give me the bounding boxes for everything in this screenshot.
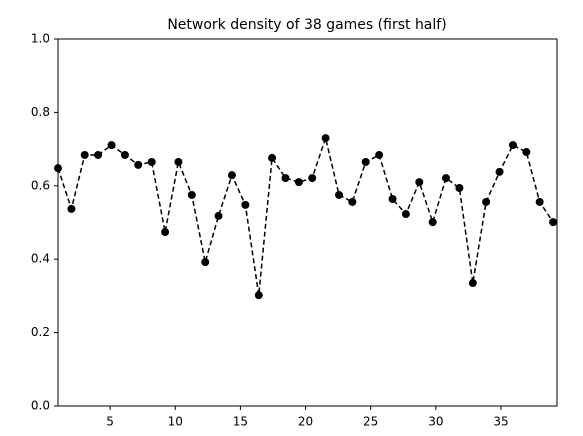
x-tick-label: 15 [233, 415, 248, 429]
y-tick-label: 0.0 [31, 399, 50, 413]
data-point [201, 258, 210, 267]
data-point [254, 291, 263, 300]
data-point [522, 148, 531, 157]
x-tick-label: 35 [493, 415, 508, 429]
data-point [415, 178, 424, 187]
data-point [147, 157, 156, 166]
data-point [54, 164, 62, 173]
data-point [361, 157, 370, 166]
data-point [308, 174, 317, 183]
data-line [57, 135, 554, 296]
data-point [335, 190, 344, 199]
data-point [67, 204, 76, 213]
y-tick-label: 0.4 [31, 252, 50, 266]
data-point [482, 197, 491, 206]
y-tick-label: 0.8 [31, 105, 50, 119]
data-point [375, 150, 384, 159]
y-tick-label: 0.6 [31, 178, 50, 192]
data-point [428, 218, 437, 227]
data-point [80, 150, 89, 159]
data-point [441, 174, 450, 183]
data-point [174, 157, 183, 166]
chart-title: Network density of 38 games (first half) [167, 17, 446, 33]
data-point [94, 150, 103, 159]
data-point [241, 200, 250, 209]
data-point [161, 228, 170, 237]
data-point [535, 197, 544, 206]
data-point [120, 150, 129, 159]
x-tick-label: 10 [168, 415, 183, 429]
data-point [549, 218, 558, 227]
y-tick-label: 1.0 [31, 32, 50, 46]
data-point [495, 167, 504, 176]
x-tick-label: 5 [106, 415, 114, 429]
data-point [468, 279, 477, 288]
data-point [281, 174, 290, 183]
data-point [401, 210, 410, 219]
x-tick-label: 30 [428, 415, 443, 429]
x-tick-label: 20 [298, 415, 313, 429]
data-point [294, 178, 303, 187]
data-point [321, 134, 330, 143]
data-point [227, 171, 236, 180]
y-tick-label: 0.2 [31, 325, 50, 339]
data-point [187, 190, 196, 199]
data-point [134, 160, 143, 169]
data-point [455, 184, 464, 193]
data-point [268, 153, 277, 162]
data-point [107, 141, 116, 150]
data-point [388, 195, 397, 204]
data-point [508, 141, 517, 150]
data-point [214, 211, 223, 220]
x-tick-label: 25 [363, 415, 378, 429]
data-point [348, 197, 357, 206]
